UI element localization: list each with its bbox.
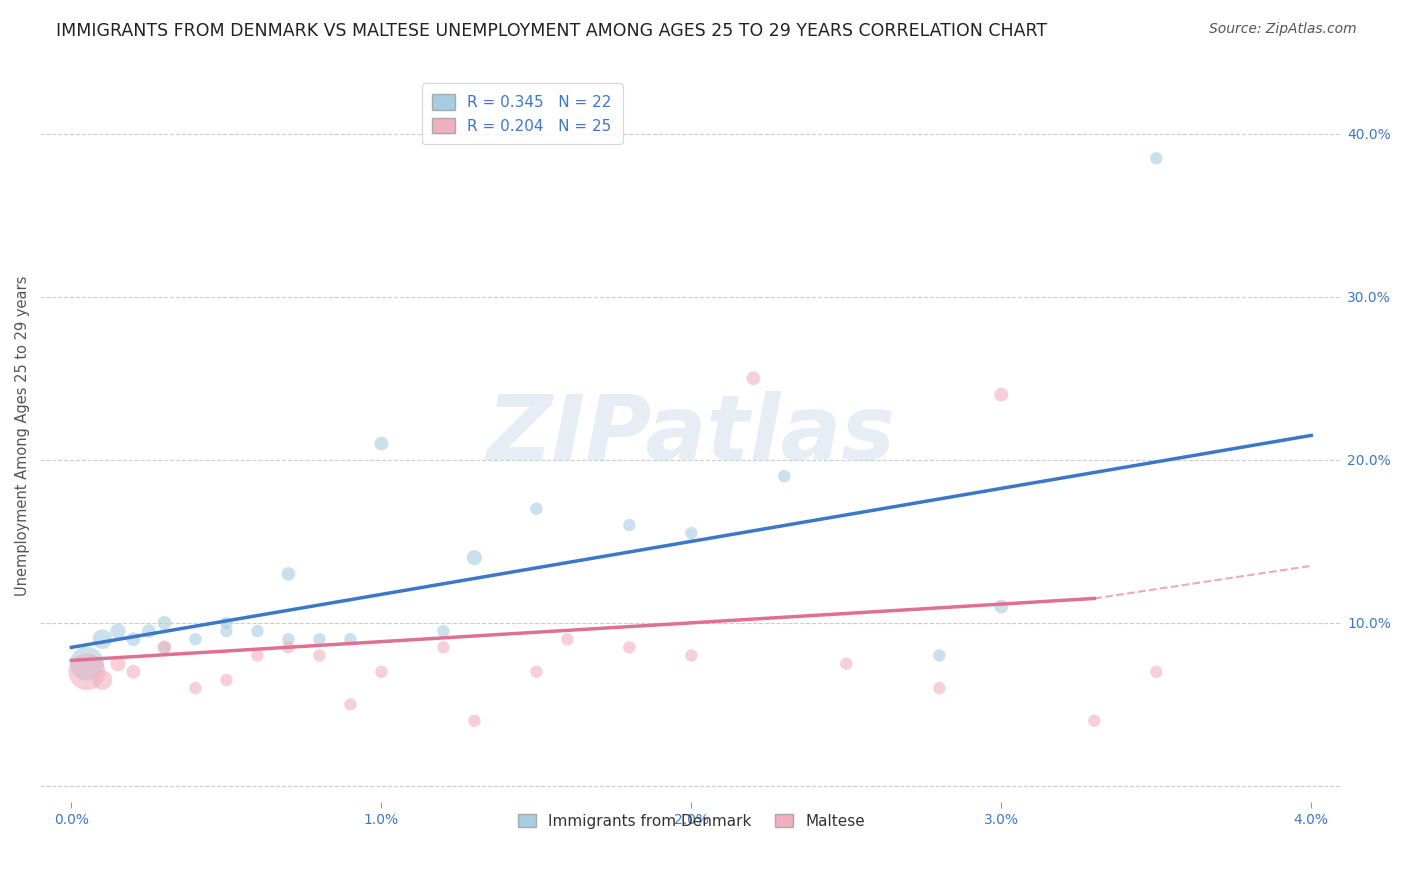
Point: [184, 632, 207, 647]
Point: [524, 665, 547, 679]
Point: [463, 714, 485, 728]
Point: [463, 550, 485, 565]
Point: [138, 624, 160, 638]
Point: [122, 665, 145, 679]
Point: [1083, 714, 1105, 728]
Point: [928, 648, 950, 663]
Point: [107, 624, 129, 638]
Point: [928, 681, 950, 695]
Point: [339, 698, 361, 712]
Point: [76, 657, 98, 671]
Point: [681, 648, 703, 663]
Point: [432, 640, 454, 655]
Point: [91, 632, 114, 647]
Point: [370, 665, 392, 679]
Point: [524, 501, 547, 516]
Point: [308, 648, 330, 663]
Point: [773, 469, 796, 483]
Point: [246, 648, 269, 663]
Point: [107, 657, 129, 671]
Point: [619, 640, 641, 655]
Point: [308, 632, 330, 647]
Text: Source: ZipAtlas.com: Source: ZipAtlas.com: [1209, 22, 1357, 37]
Text: ZIPatlas: ZIPatlas: [486, 392, 896, 479]
Point: [835, 657, 858, 671]
Legend: Immigrants from Denmark, Maltese: Immigrants from Denmark, Maltese: [512, 807, 872, 835]
Point: [370, 436, 392, 450]
Point: [76, 665, 98, 679]
Point: [619, 518, 641, 533]
Point: [432, 624, 454, 638]
Point: [184, 681, 207, 695]
Point: [215, 673, 238, 687]
Point: [277, 640, 299, 655]
Point: [990, 599, 1012, 614]
Y-axis label: Unemployment Among Ages 25 to 29 years: Unemployment Among Ages 25 to 29 years: [15, 276, 30, 596]
Point: [1144, 151, 1167, 165]
Point: [153, 640, 176, 655]
Point: [122, 632, 145, 647]
Point: [246, 624, 269, 638]
Point: [339, 632, 361, 647]
Point: [1144, 665, 1167, 679]
Point: [681, 526, 703, 541]
Point: [742, 371, 765, 385]
Point: [990, 387, 1012, 401]
Point: [153, 615, 176, 630]
Point: [91, 673, 114, 687]
Point: [277, 632, 299, 647]
Text: IMMIGRANTS FROM DENMARK VS MALTESE UNEMPLOYMENT AMONG AGES 25 TO 29 YEARS CORREL: IMMIGRANTS FROM DENMARK VS MALTESE UNEMP…: [56, 22, 1047, 40]
Point: [215, 624, 238, 638]
Point: [557, 632, 579, 647]
Point: [215, 615, 238, 630]
Point: [277, 566, 299, 581]
Point: [153, 640, 176, 655]
